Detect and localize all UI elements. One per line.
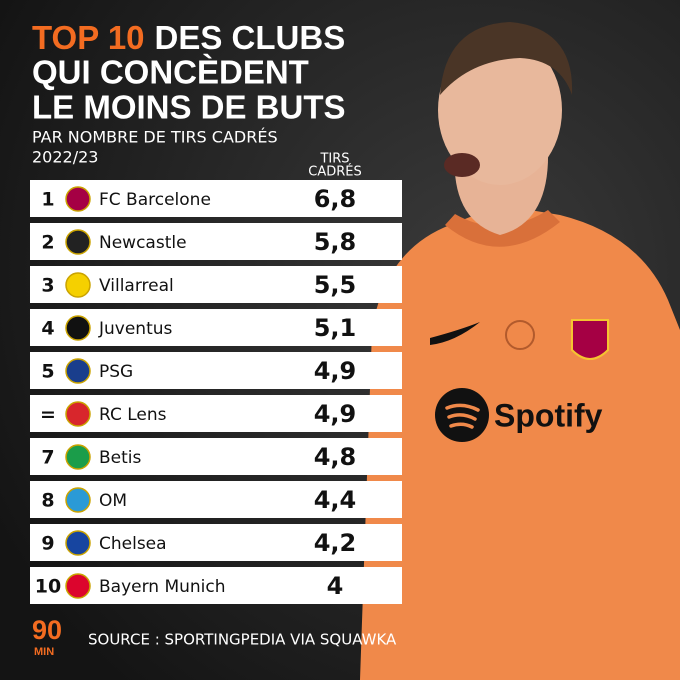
club-name: Betis	[99, 448, 142, 468]
title-rest: DES CLUBS	[155, 19, 346, 56]
table-row: 1 FC Barcelone 6,8	[30, 180, 402, 217]
table-row: = RC Lens 4,9	[30, 395, 402, 432]
row-background	[30, 223, 402, 260]
sponsor: Spotify	[494, 397, 603, 433]
row-background	[30, 352, 402, 389]
title: LE MOINS DE BUTS	[32, 89, 346, 126]
shots-value: 4	[327, 572, 344, 600]
table-row: 7 Betis 4,8	[30, 438, 402, 475]
club-crest	[65, 573, 91, 599]
club-name: Bayern Munich	[99, 577, 226, 597]
rank: 4	[41, 318, 54, 340]
club-crest	[65, 272, 91, 298]
shots-value: 5,1	[314, 314, 357, 342]
club-name: Villarreal	[99, 276, 174, 296]
row-background	[30, 395, 402, 432]
rank: 3	[41, 275, 54, 297]
row-background	[30, 180, 402, 217]
column-header: CADRÉS	[308, 164, 361, 180]
player-photo: Spotify	[360, 22, 680, 680]
club-crest	[65, 358, 91, 384]
row-background	[30, 266, 402, 303]
shots-value: 4,9	[314, 357, 357, 385]
club-crest	[65, 487, 91, 513]
club-name: OM	[99, 491, 127, 511]
row-background	[30, 524, 402, 561]
club-name: Chelsea	[99, 534, 167, 554]
row-background	[30, 481, 402, 518]
title-highlight: TOP 10	[32, 19, 145, 56]
rank: 10	[35, 576, 61, 598]
table-row: 4 Juventus 5,1	[30, 309, 402, 346]
table-row: 8 OM 4,4	[30, 481, 402, 518]
shots-value: 5,8	[314, 228, 357, 256]
shots-value: 4,9	[314, 400, 357, 428]
table: 1 FC Barcelone 6,8 2 Newcastle 5,8 3 Villarreal…	[30, 180, 402, 604]
club-name: Juventus	[98, 319, 173, 339]
title: TOP 10 DES CLUBS	[32, 19, 345, 56]
rank: 2	[41, 232, 54, 254]
club-crest	[65, 315, 91, 341]
shots-value: 4,8	[314, 443, 357, 471]
season: 2022/23	[32, 148, 98, 167]
rank: 8	[41, 490, 54, 512]
club-crest	[65, 401, 91, 427]
table-row: 2 Newcastle 5,8	[30, 223, 402, 260]
rank: 9	[41, 533, 54, 555]
subtitle: PAR NOMBRE DE TIRS CADRÉS	[32, 128, 278, 147]
row-background	[30, 438, 402, 475]
rank: =	[40, 404, 56, 426]
club-name: RC Lens	[99, 405, 167, 425]
column-header: TIRS	[319, 152, 349, 167]
row-background	[30, 567, 402, 604]
club-crest	[65, 444, 91, 470]
logo: 90	[32, 615, 62, 645]
title: QUI CONCÈDENT	[32, 54, 309, 91]
shots-value: 5,5	[314, 271, 357, 299]
rank: 1	[41, 189, 54, 211]
table-row: 9 Chelsea 4,2	[30, 524, 402, 561]
logo: MIN	[34, 646, 54, 658]
club-crest	[65, 186, 91, 212]
club-crest	[65, 229, 91, 255]
shots-value: 6,8	[314, 185, 357, 213]
source: SOURCE : SPORTINGPEDIA VIA SQUAWKA	[88, 631, 397, 649]
shots-value: 4,2	[314, 529, 357, 557]
club-crest	[65, 530, 91, 556]
club-name: Newcastle	[99, 233, 187, 253]
shots-value: 4,4	[314, 486, 357, 514]
table-row: 10 Bayern Munich 4	[30, 567, 402, 604]
rank: 5	[41, 361, 54, 383]
table-row: 5 PSG 4,9	[30, 352, 402, 389]
club-name: PSG	[99, 362, 133, 382]
table-row: 3 Villarreal 5,5	[30, 266, 402, 303]
rank: 7	[41, 447, 54, 469]
row-background	[30, 309, 402, 346]
club-name: FC Barcelone	[99, 190, 211, 210]
